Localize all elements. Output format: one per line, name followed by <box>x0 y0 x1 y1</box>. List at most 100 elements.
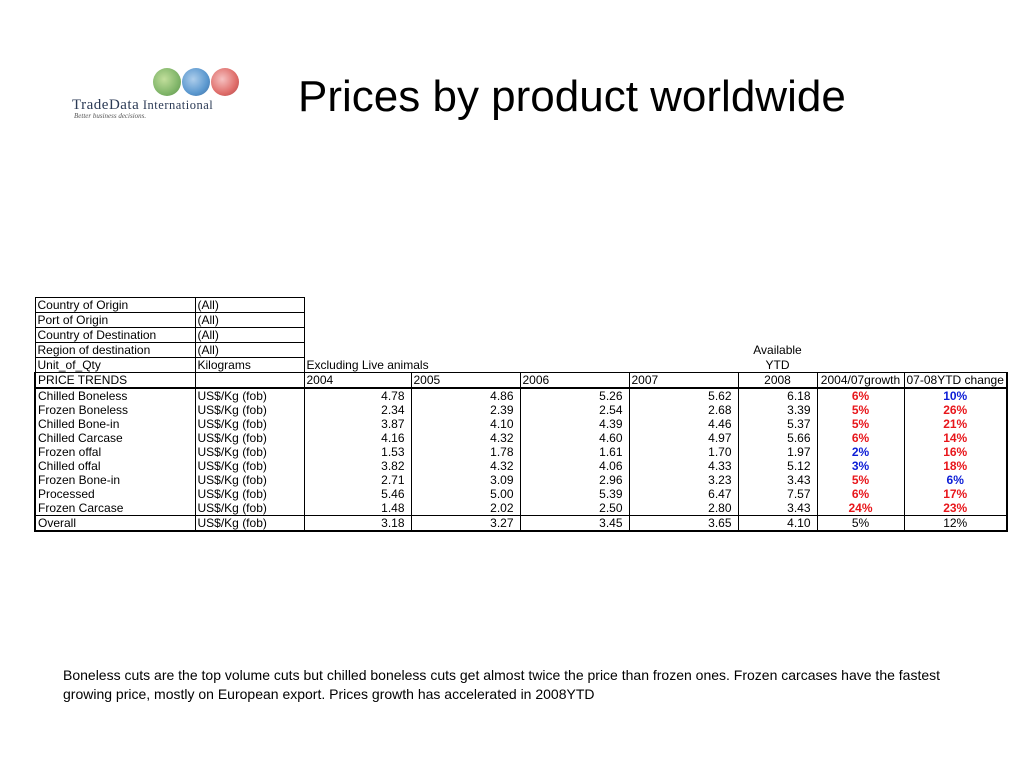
column-header: 2004/07growth <box>816 372 904 389</box>
price-cell: 3.18 <box>303 515 412 532</box>
empty-cell <box>817 358 904 373</box>
price-cell: 6.47 <box>628 487 739 501</box>
price-cell: 2.68 <box>628 403 739 417</box>
empty-cell <box>817 313 904 328</box>
table-row: Processed US$/Kg (fob) 5.46 5.00 5.39 6.47 7.5… <box>34 487 1008 501</box>
filter-label: Country of Destination <box>34 327 196 343</box>
change-cell: 12% <box>903 515 1008 532</box>
filter-label: Region of destination <box>34 342 196 358</box>
filter-label: Country of Origin <box>34 297 196 313</box>
filter-value: (All) <box>194 342 305 358</box>
price-cell: 2.02 <box>410 501 521 516</box>
empty-cell <box>304 298 411 313</box>
unit-cell: US$/Kg (fob) <box>194 501 305 516</box>
price-cell: 1.53 <box>303 445 412 459</box>
price-cell: 1.78 <box>410 445 521 459</box>
column-header: 2008 <box>737 372 817 389</box>
price-cell: 3.82 <box>303 459 412 473</box>
empty-cell <box>411 298 520 313</box>
product-name: Overall <box>34 515 196 532</box>
unit-cell: US$/Kg (fob) <box>194 515 305 532</box>
product-name: Chilled offal <box>34 459 196 473</box>
excluding-note: Excluding Live animals <box>306 357 429 372</box>
table-row: Chilled Boneless US$/Kg (fob) 4.78 4.86 5.26… <box>34 387 1008 403</box>
empty-cell <box>520 313 629 328</box>
price-trends-table: Country of Origin (All) Port of Origin (All… <box>34 297 1008 532</box>
price-cell: 3.45 <box>519 515 630 532</box>
product-name: Frozen Carcase <box>34 501 196 516</box>
logo-brand-trade: TradeData <box>72 97 140 113</box>
price-cell: 5.12 <box>737 459 818 473</box>
product-name: Frozen offal <box>34 445 196 459</box>
product-name: Chilled Carcase <box>34 431 196 445</box>
empty-cell <box>738 328 817 343</box>
price-cell: 4.10 <box>410 417 521 431</box>
price-cell: 4.33 <box>628 459 739 473</box>
header-row: PRICE TRENDS 2004 2005 2006 2007 2008 2004/07g… <box>34 372 1008 389</box>
price-cell: 5.62 <box>628 387 739 403</box>
empty-cell <box>629 313 738 328</box>
column-header: 2006 <box>519 372 629 389</box>
unit-cell: US$/Kg (fob) <box>194 487 305 501</box>
growth-cell: 3% <box>816 459 905 473</box>
price-cell: 4.97 <box>628 431 739 445</box>
price-cell: 2.80 <box>628 501 739 516</box>
column-header: 2005 <box>410 372 520 389</box>
product-name: Chilled Bone-in <box>34 417 196 431</box>
logo-tagline: Better business decisions. <box>74 112 147 120</box>
price-cell: 3.65 <box>628 515 739 532</box>
price-cell: 4.78 <box>303 387 412 403</box>
empty-cell <box>904 358 1007 373</box>
empty-cell <box>520 328 629 343</box>
unit-cell: US$/Kg (fob) <box>194 459 305 473</box>
filter-row: Unit_of_Qty Kilograms Excluding Live anima… <box>34 357 1007 373</box>
price-cell: 2.34 <box>303 403 412 417</box>
growth-cell: 5% <box>816 515 905 532</box>
empty-cell <box>738 313 817 328</box>
filter-label: Unit_of_Qty <box>34 357 196 373</box>
growth-cell: 5% <box>816 403 905 417</box>
price-cell: 3.43 <box>737 473 818 487</box>
price-cell: 4.60 <box>519 431 630 445</box>
column-header: 2004 <box>303 372 411 389</box>
change-cell: 21% <box>903 417 1008 431</box>
price-cell: 5.37 <box>737 417 818 431</box>
filter-row: Country of Destination (All) <box>34 327 1007 343</box>
product-name: Processed <box>34 487 196 501</box>
empty-cell <box>411 328 520 343</box>
product-name: Frozen Bone-in <box>34 473 196 487</box>
unit-cell: US$/Kg (fob) <box>194 473 305 487</box>
price-cell: 2.71 <box>303 473 412 487</box>
unit-cell: US$/Kg (fob) <box>194 417 305 431</box>
column-header: 2007 <box>628 372 738 389</box>
table-row: Frozen Boneless US$/Kg (fob) 2.34 2.39 2.54 2… <box>34 403 1008 417</box>
price-cell: 1.70 <box>628 445 739 459</box>
filter-label: Port of Origin <box>34 312 196 328</box>
price-cell: 5.26 <box>519 387 630 403</box>
filter-value: (All) <box>194 327 305 343</box>
empty-cell <box>304 343 411 358</box>
price-cell: 3.09 <box>410 473 521 487</box>
filter-row: Region of destination (All) Available <box>34 342 1007 358</box>
price-cell: 4.39 <box>519 417 630 431</box>
price-cell: 7.57 <box>737 487 818 501</box>
empty-cell <box>738 298 817 313</box>
unit-cell: US$/Kg (fob) <box>194 445 305 459</box>
logo-brand: TradeData International <box>72 97 213 114</box>
table-body: Country of Origin (All) Port of Origin (All… <box>34 297 1008 532</box>
change-cell: 23% <box>903 501 1008 516</box>
price-cell: 1.61 <box>519 445 630 459</box>
price-cell: 4.46 <box>628 417 739 431</box>
commentary-note: Boneless cuts are the top volume cuts bu… <box>63 667 941 702</box>
price-cell: 5.46 <box>303 487 412 501</box>
price-cell: 6.18 <box>737 387 818 403</box>
empty-cell <box>904 298 1007 313</box>
product-name: Frozen Boneless <box>34 403 196 417</box>
empty-cell <box>520 343 629 358</box>
unit-cell: US$/Kg (fob) <box>194 387 305 403</box>
slide-title: Prices by product worldwide <box>298 72 846 121</box>
price-cell: 3.87 <box>303 417 412 431</box>
price-cell: 4.16 <box>303 431 412 445</box>
column-header <box>194 372 304 389</box>
available-label: Available <box>753 343 802 357</box>
